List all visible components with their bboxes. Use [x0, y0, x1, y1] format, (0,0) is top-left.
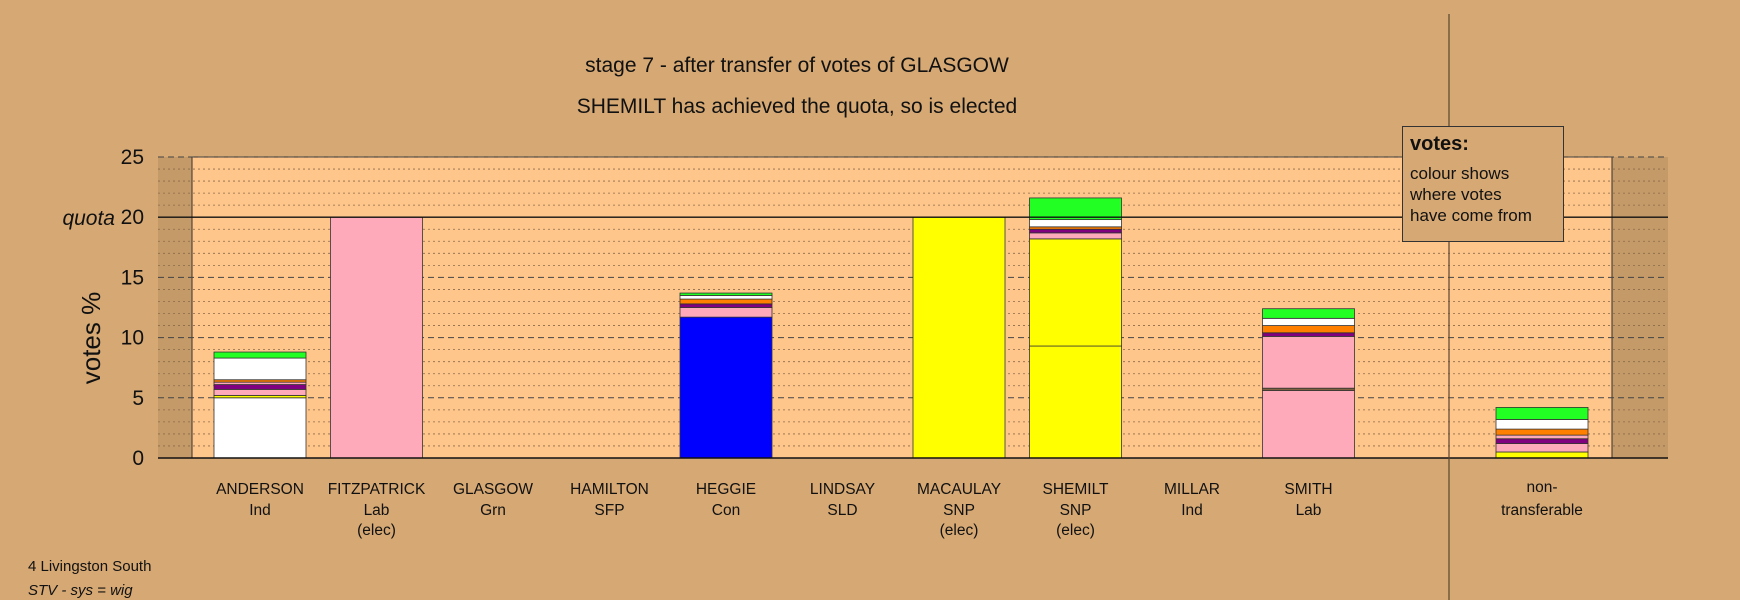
bar-segment	[1262, 332, 1355, 337]
bar-segment	[1262, 335, 1355, 389]
bar-segment	[1029, 232, 1122, 240]
bar-segment	[330, 216, 423, 459]
bar-segment	[213, 357, 307, 381]
nontransferable-segment	[1495, 443, 1589, 453]
y-tick-label: 15	[121, 266, 144, 289]
nontransferable-segment	[1495, 451, 1589, 459]
candidate-name: HAMILTON	[570, 481, 649, 498]
bar-segment	[1029, 228, 1122, 234]
legend-line-1: colour shows	[1410, 164, 1510, 183]
bar-segment	[1029, 197, 1122, 221]
candidate-status: (elec)	[357, 522, 396, 539]
bar-segment	[679, 303, 773, 308]
y-tick-label: 25	[121, 146, 144, 169]
candidate-name: MACAULAY	[917, 481, 1001, 498]
nontransferable-segment	[1495, 407, 1589, 420]
candidate-name: SHEMILT	[1042, 481, 1109, 498]
nontransferable-segment	[1495, 438, 1589, 444]
candidate-party: Ind	[1181, 502, 1203, 519]
bar-segment	[679, 298, 773, 305]
candidate-name: LINDSAY	[810, 481, 875, 498]
bar-segment	[679, 292, 773, 296]
candidate-party: Lab	[1296, 502, 1322, 519]
bar-segment	[1262, 317, 1355, 326]
candidate-name: ANDERSON	[216, 481, 304, 498]
nontransferable-segment	[1495, 419, 1589, 430]
y-tick-label: 20	[121, 206, 144, 229]
plot-margin-left	[158, 157, 192, 458]
candidate-name: MILLAR	[1164, 481, 1220, 498]
bar-segment	[1262, 390, 1355, 459]
bar-segment	[1262, 325, 1355, 334]
legend-line-3: have come from	[1410, 206, 1532, 225]
candidate-party: Lab	[364, 502, 390, 519]
legend-line-2: where votes	[1410, 185, 1502, 204]
candidate-name: GLASGOW	[453, 481, 533, 498]
candidate-party: Grn	[480, 502, 506, 519]
nontransferable-segment	[1495, 434, 1589, 440]
y-axis-label: votes %	[76, 292, 106, 385]
candidate-name: SMITH	[1284, 481, 1332, 498]
bar-segment	[1262, 308, 1355, 319]
legend-title: votes:	[1410, 133, 1469, 155]
candidate-status: (elec)	[1056, 522, 1095, 539]
legend-box: votes: colour shows where votes have com…	[1402, 126, 1564, 242]
candidate-party: SNP	[943, 502, 975, 519]
bar-segment	[679, 307, 773, 318]
bar-segment	[679, 316, 773, 459]
quota-label: quota	[62, 207, 115, 230]
plot-area	[191, 156, 1613, 459]
bar-segment	[213, 351, 307, 359]
bar-segment	[1029, 219, 1122, 228]
bar-segment	[912, 216, 1006, 459]
nontransferable-label-2: transferable	[1501, 502, 1583, 519]
candidate-party: SFP	[594, 502, 624, 519]
bar-segment	[213, 388, 307, 396]
y-tick-label: 10	[121, 327, 144, 350]
ward-name: 4 Livingston South	[28, 558, 152, 575]
bar-segment	[1029, 238, 1122, 347]
candidate-name: HEGGIE	[696, 481, 756, 498]
plot-margin-right	[1612, 157, 1668, 458]
candidate-name: FITZPATRICK	[328, 481, 426, 498]
bar-segment	[679, 295, 773, 300]
candidate-party: Ind	[249, 502, 271, 519]
nontransferable-segment	[1495, 428, 1589, 436]
candidate-party: SLD	[827, 502, 857, 519]
candidate-status: (elec)	[940, 522, 979, 539]
bar-segment	[213, 384, 307, 390]
bar-segment	[213, 397, 307, 459]
bar-segment	[1029, 345, 1122, 459]
candidate-party: Con	[712, 502, 740, 519]
nontransferable-label: non-	[1526, 479, 1557, 496]
candidate-party: SNP	[1060, 502, 1092, 519]
y-tick-label: 0	[132, 447, 144, 470]
chart-subtitle: SHEMILT has achieved the quota, so is el…	[577, 95, 1017, 118]
y-tick-label: 5	[132, 387, 144, 410]
chart-title: stage 7 - after transfer of votes of GLA…	[585, 54, 1009, 77]
voting-system: STV - sys = wig	[28, 582, 133, 599]
